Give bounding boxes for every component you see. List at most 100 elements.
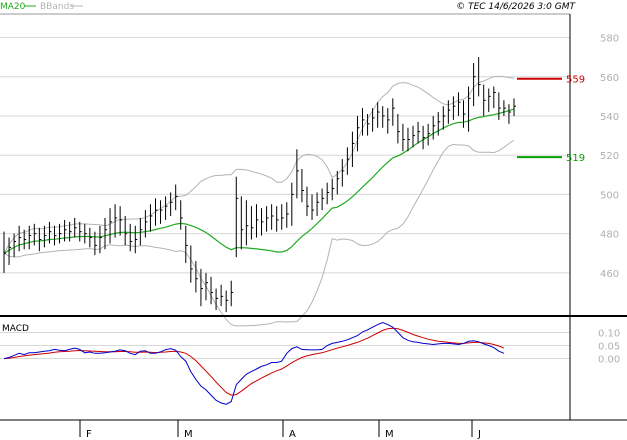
price-bar	[144, 210, 148, 238]
price-bar	[457, 92, 461, 116]
price-bar	[18, 225, 22, 252]
price-bar	[215, 288, 219, 311]
macd-y-axis: 0.10 0.05 0.00	[598, 328, 620, 365]
bbands-upper-line	[3, 75, 515, 254]
price-bar	[160, 200, 163, 224]
price-bar	[175, 184, 178, 211]
resistance-label: 559	[566, 75, 585, 86]
price-bar	[276, 206, 279, 232]
price-y-tick-label: 520	[600, 151, 619, 162]
price-bars	[3, 57, 516, 313]
price-bar	[478, 57, 481, 97]
price-bar	[266, 206, 269, 232]
x-tick-label: A	[289, 429, 296, 440]
price-bar	[412, 125, 416, 148]
price-y-tick-label: 560	[600, 73, 619, 84]
price-bar	[306, 186, 309, 216]
price-bar	[205, 272, 208, 301]
price-bar	[59, 223, 62, 244]
price-bar	[154, 198, 158, 226]
macd-lines	[3, 321, 505, 405]
price-bar	[119, 206, 123, 236]
macd-y-tick-label: 0.05	[598, 342, 620, 353]
price-bar	[129, 223, 133, 252]
price-bar	[346, 147, 350, 175]
price-bar	[74, 217, 77, 238]
price-bar	[23, 229, 27, 250]
price-y-tick-label: 540	[600, 112, 619, 123]
price-bar	[326, 182, 330, 205]
price-y-tick-label: 580	[600, 34, 619, 45]
price-bar	[89, 227, 92, 248]
price-bar	[84, 223, 87, 244]
price-bar	[442, 106, 446, 130]
price-bar	[230, 280, 234, 307]
price-bar	[437, 112, 441, 136]
price-bar	[387, 108, 390, 134]
macd-title: MACD	[2, 324, 29, 334]
price-bar	[33, 223, 37, 246]
price-bar	[38, 227, 42, 252]
price-bar	[281, 204, 284, 230]
x-tick-label: F	[86, 429, 92, 440]
price-bar	[99, 225, 102, 254]
price-bar	[165, 196, 168, 220]
price-bar	[508, 104, 511, 124]
price-bar	[64, 219, 67, 242]
macd-grid	[0, 331, 570, 360]
price-bar	[336, 170, 340, 195]
price-bar	[286, 202, 289, 228]
price-bar	[498, 92, 501, 120]
macd-main-line	[3, 321, 505, 405]
price-bar	[468, 86, 471, 132]
price-bar	[104, 217, 107, 250]
price-bar	[53, 225, 57, 246]
price-bar	[109, 208, 113, 244]
price-grid	[0, 37, 570, 274]
macd-y-tick-label: 0.00	[598, 355, 620, 366]
price-bar	[170, 192, 173, 216]
price-y-axis: 460 480 500 520 540 560 580	[600, 34, 619, 280]
price-bar	[402, 123, 405, 152]
price-bar	[367, 114, 370, 136]
price-bar	[79, 221, 82, 242]
macd-signal-line	[3, 327, 505, 396]
ma20-path	[3, 108, 515, 254]
price-bar	[397, 114, 400, 144]
price-bar	[200, 268, 203, 307]
price-bar	[321, 188, 325, 211]
price-bar	[250, 206, 254, 240]
price-bar	[114, 204, 118, 238]
price-bar	[483, 84, 486, 116]
price-bar	[245, 200, 249, 246]
price-bar	[180, 200, 183, 230]
price-bar	[190, 245, 193, 283]
price-y-tick-label: 480	[600, 230, 619, 241]
price-bar	[225, 290, 229, 313]
macd-y-tick-label: 0.10	[598, 328, 620, 339]
support-label: 519	[566, 153, 585, 164]
price-bar	[422, 125, 426, 150]
price-bar	[316, 192, 320, 216]
price-bar	[28, 225, 32, 250]
price-bar	[473, 63, 476, 107]
price-bar	[392, 98, 395, 126]
price-bar	[69, 221, 72, 242]
price-bar	[301, 168, 304, 203]
price-bar	[311, 194, 315, 220]
price-bar	[503, 100, 506, 116]
price-bar	[149, 204, 153, 232]
price-bar	[139, 217, 143, 246]
price-bar	[377, 102, 380, 128]
price-bar	[271, 204, 274, 230]
price-bar	[447, 100, 451, 124]
price-bar	[43, 225, 47, 248]
x-tick-label: M	[385, 429, 394, 440]
price-bar	[261, 208, 264, 236]
price-bar	[463, 100, 466, 128]
price-bar	[372, 108, 375, 132]
price-bar	[452, 96, 456, 120]
legend-bbands: BBands	[40, 2, 74, 12]
